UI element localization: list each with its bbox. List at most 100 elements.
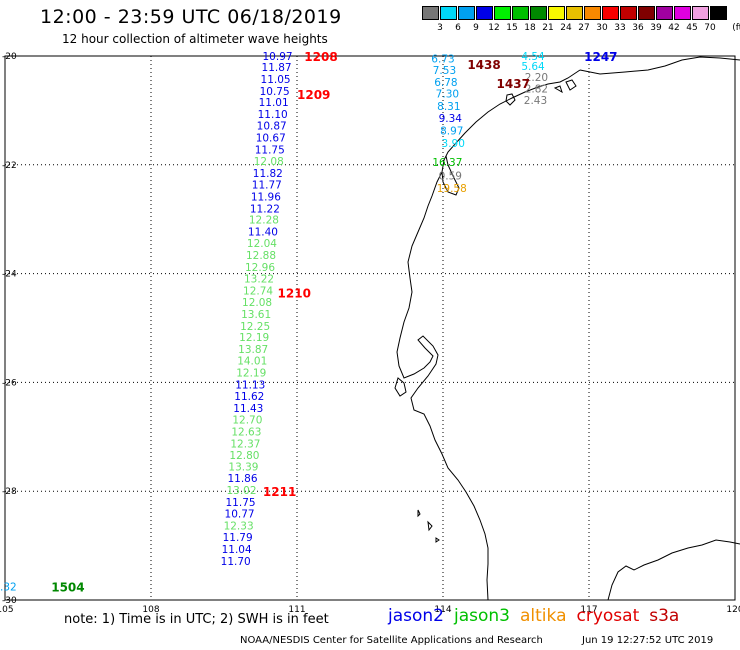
legend-label: 3 bbox=[437, 23, 443, 33]
mission-s3a: s3a bbox=[649, 606, 680, 626]
wave-height-reading: 11.62 bbox=[234, 391, 264, 403]
legend-swatch bbox=[494, 6, 511, 20]
generation-timestamp: Jun 19 12:27:52 UTC 2019 bbox=[582, 635, 714, 646]
wave-height-reading: 11.40 bbox=[248, 227, 278, 239]
wave-height-reading: 11.70 bbox=[221, 556, 251, 568]
wave-height-reading: 13.22 bbox=[244, 273, 274, 285]
wave-height-reading: 19.58 bbox=[437, 183, 467, 195]
legend-swatch bbox=[530, 6, 547, 20]
wave-height-reading: 12.33 bbox=[224, 520, 254, 532]
legend-label: 9 bbox=[473, 23, 479, 33]
wave-height-reading: 10.97 bbox=[263, 51, 293, 63]
pass-time-labels: 1208 1209 1210 1211 1438 1437 1247 1504 bbox=[51, 50, 617, 594]
wave-height-reading: 12.08 bbox=[254, 156, 284, 168]
wave-height-reading: 11.77 bbox=[252, 179, 282, 191]
legend-label: 15 bbox=[506, 23, 518, 33]
x-tick-label: 117 bbox=[580, 605, 597, 615]
shark-bay-peninsula bbox=[394, 377, 407, 397]
map-frame bbox=[4, 55, 736, 601]
wave-height-reading: 10.87 bbox=[257, 121, 287, 133]
wave-height-reading: 11.75 bbox=[226, 497, 256, 509]
wave-height-reading: 12.37 bbox=[230, 438, 260, 450]
axis-tick-labels: 105 108 111 114 117 120 -20 -22 -24 -26 -28 -30 bbox=[0, 52, 740, 615]
wave-height-reading: 12.96 bbox=[245, 262, 275, 274]
wave-height-reading: 13.39 bbox=[228, 462, 258, 474]
western-australia-coastline bbox=[396, 56, 740, 601]
legend-swatch bbox=[422, 6, 439, 20]
legend-label: 6 bbox=[455, 23, 461, 33]
wave-height-reading: 12.28 bbox=[249, 215, 279, 227]
wave-height-reading: 10.77 bbox=[225, 509, 255, 521]
wave-height-reading: 4.54 bbox=[521, 51, 545, 63]
legend-swatch bbox=[458, 6, 475, 20]
legend-swatch bbox=[656, 6, 673, 20]
wave-height-reading: 12.74 bbox=[243, 285, 273, 297]
legend-swatch bbox=[566, 6, 583, 20]
wave-height-reading: 11.75 bbox=[255, 145, 285, 157]
pass-time-label: 1208 bbox=[304, 50, 337, 64]
wave-height-reading: 11.87 bbox=[262, 62, 292, 74]
coastline bbox=[394, 56, 740, 601]
mission-jason3: jason3 bbox=[454, 606, 510, 626]
legend-label: 21 bbox=[542, 23, 554, 33]
legend-swatch bbox=[602, 6, 619, 20]
wave-height-reading: 5.64 bbox=[521, 61, 545, 73]
y-tick-label: -28 bbox=[2, 487, 17, 497]
wave-height-reading: 6.73 bbox=[431, 54, 454, 66]
wave-height-reading: 13.02 bbox=[226, 485, 256, 497]
legend-swatch bbox=[620, 6, 637, 20]
legend-swatch bbox=[692, 6, 709, 20]
pass-time-label: 1504 bbox=[51, 580, 84, 594]
legend-swatch bbox=[584, 6, 601, 20]
mission-jason2: jason2 bbox=[388, 606, 444, 626]
y-tick-label: -24 bbox=[2, 270, 17, 280]
wave-height-reading: 2.82 bbox=[525, 84, 548, 96]
wave-height-reading: 11.04 bbox=[222, 544, 252, 556]
legend-label: 18 bbox=[524, 23, 536, 33]
wave-height-reading: 11.13 bbox=[235, 380, 265, 392]
wave-height-reading: 8.97 bbox=[440, 126, 463, 138]
wave-height-reading: 13.61 bbox=[241, 309, 271, 321]
footnote: note: 1) Time is in UTC; 2) SWH is in fe… bbox=[64, 612, 329, 627]
wave-height-readings: 10.9711.8711.0510.7511.0111.1010.8710.67… bbox=[0, 51, 548, 593]
mission-altika: altika bbox=[520, 606, 567, 626]
wave-height-reading: 12.70 bbox=[232, 414, 262, 426]
y-tick-label: -20 bbox=[2, 52, 17, 62]
legend-label: 39 bbox=[650, 23, 662, 33]
south-coast bbox=[607, 539, 740, 601]
x-tick-label: 120 bbox=[726, 605, 740, 615]
wave-height-reading: 9.34 bbox=[439, 113, 463, 125]
legend-label: 24 bbox=[560, 23, 572, 33]
legend-label: 30 bbox=[596, 23, 608, 33]
wave-height-reading: 3.90 bbox=[442, 138, 465, 150]
wave-height-reading: 7.53 bbox=[433, 65, 456, 77]
wave-height-reading: 6.78 bbox=[434, 77, 457, 89]
x-tick-label: 111 bbox=[288, 605, 305, 615]
wave-height-reading: 13.87 bbox=[238, 344, 268, 356]
legend-label: 36 bbox=[632, 23, 644, 33]
wave-height-reading: 12.04 bbox=[247, 238, 277, 250]
legend-unit: (ft) bbox=[732, 23, 740, 33]
legend-swatch bbox=[512, 6, 529, 20]
legend-label: 45 bbox=[686, 23, 698, 33]
wave-height-reading: 11.82 bbox=[253, 168, 283, 180]
pass-time-label: 1437 bbox=[497, 77, 530, 91]
wave-height-reading: 12.88 bbox=[246, 250, 276, 262]
legend-label: 27 bbox=[578, 23, 590, 33]
wave-height-reading: 12.08 bbox=[242, 297, 272, 309]
legend-label: 42 bbox=[668, 23, 680, 33]
wave-height-reading: 11.10 bbox=[258, 109, 288, 121]
x-tick-label: 114 bbox=[434, 605, 451, 615]
wave-height-reading: 2.20 bbox=[525, 72, 548, 84]
pass-time-label: 1210 bbox=[278, 287, 311, 301]
y-tick-label: -26 bbox=[2, 378, 17, 388]
wave-height-reading: 9.32 bbox=[0, 581, 17, 593]
wave-height-reading: 10.67 bbox=[256, 133, 286, 145]
pass-time-label: 1438 bbox=[467, 58, 500, 72]
x-tick-label: 105 bbox=[0, 605, 14, 615]
wave-height-reading: 12.19 bbox=[239, 332, 269, 344]
y-tick-label: -30 bbox=[2, 596, 17, 606]
wave-height-reading: 11.01 bbox=[259, 97, 289, 109]
wave-height-reading: 11.86 bbox=[227, 473, 257, 485]
